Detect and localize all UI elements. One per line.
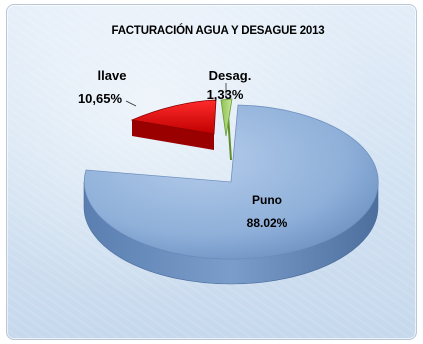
label-llave-value: 10,65% xyxy=(78,91,123,106)
slice-llave-side xyxy=(132,120,214,150)
label-puno-name: Puno xyxy=(252,193,282,207)
label-desag-value: 1,33% xyxy=(207,87,244,102)
slice-llave xyxy=(130,99,217,135)
slice-desag xyxy=(220,98,233,137)
label-desag-name: Desag. xyxy=(209,68,252,83)
label-puno-value: 88.02% xyxy=(247,216,288,230)
slice-puno xyxy=(83,104,379,260)
label-llave-name: llave xyxy=(98,68,127,83)
leader-llave xyxy=(125,100,137,107)
chart-title: FACTURACIÓN AGUA Y DESAGUE 2013 xyxy=(112,24,325,37)
